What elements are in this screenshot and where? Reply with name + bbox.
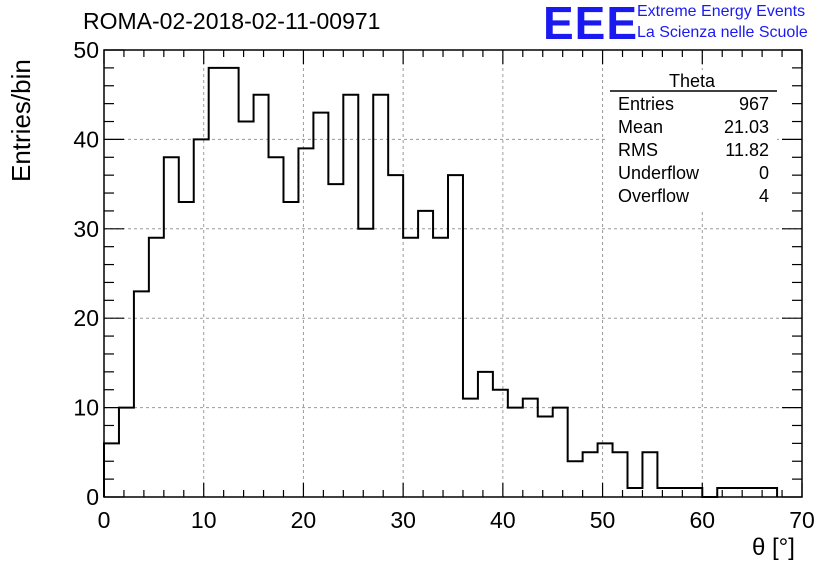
- y-tick-label: 30: [73, 216, 99, 242]
- x-tick-label: 60: [689, 507, 715, 533]
- x-tick-label: 70: [789, 507, 815, 533]
- histogram-bin: [448, 175, 463, 497]
- stats-row-entries: Entries 967: [618, 94, 769, 114]
- stats-label: Entries: [618, 94, 674, 114]
- stats-label: Underflow: [618, 163, 700, 183]
- histogram-bin: [164, 157, 179, 497]
- logo-text-line2: La Scienza nelle Scuole: [637, 24, 808, 41]
- x-tick-label: 0: [98, 507, 111, 533]
- histogram-bin: [732, 488, 747, 497]
- histogram-bin: [538, 417, 553, 497]
- x-tick-label: 30: [390, 507, 416, 533]
- histogram-bin: [134, 291, 149, 497]
- x-tick-label: 20: [291, 507, 317, 533]
- stats-row-overflow: Overflow 4: [618, 186, 769, 206]
- histogram-bin: [433, 238, 448, 497]
- histogram-bin: [179, 202, 194, 497]
- x-axis-label: θ [°]: [752, 534, 795, 561]
- histogram-bin: [104, 443, 119, 497]
- histogram-bin: [119, 408, 134, 497]
- histogram-bin: [343, 95, 358, 497]
- stats-value: 0: [759, 163, 769, 183]
- histogram-bin: [523, 399, 538, 497]
- histogram-bin: [508, 408, 523, 497]
- stats-value: 967: [739, 94, 769, 114]
- y-tick-label: 10: [73, 395, 99, 421]
- histogram-bin: [209, 68, 224, 497]
- histogram-bin: [283, 202, 298, 497]
- histogram-bin: [687, 488, 702, 497]
- histogram-bin: [628, 488, 643, 497]
- stats-box: Theta Entries 967 Mean 21.03 RMS 11.82 U…: [607, 70, 777, 210]
- histogram-bin: [239, 122, 254, 497]
- histogram-outline: [103, 66, 779, 498]
- histogram-bin: [298, 148, 313, 497]
- y-tick-label: 50: [73, 37, 99, 63]
- stats-value: 11.82: [725, 140, 769, 160]
- histogram-bin: [762, 488, 777, 497]
- histogram-bin: [493, 390, 508, 497]
- y-tick-label: 40: [73, 126, 99, 152]
- histogram-bin: [358, 229, 373, 497]
- histogram-bin: [598, 443, 613, 497]
- y-tick-label: 0: [86, 484, 99, 510]
- histogram-bin: [224, 68, 239, 497]
- x-tick-label: 10: [191, 507, 217, 533]
- histogram-bin: [313, 113, 328, 497]
- histogram-bin: [373, 95, 388, 497]
- stats-label: Overflow: [618, 186, 690, 206]
- histogram-bin: [717, 488, 732, 497]
- stats-value: 21.03: [724, 117, 769, 137]
- histogram-bin: [657, 488, 672, 497]
- stats-label: RMS: [618, 140, 658, 160]
- histogram-bin: [553, 408, 568, 497]
- stats-row-rms: RMS 11.82: [618, 140, 769, 160]
- stats-title: Theta: [669, 71, 716, 91]
- axis-ticks: [103, 49, 803, 498]
- stats-label: Mean: [618, 117, 663, 137]
- histogram-bin: [149, 238, 164, 497]
- histogram-bin: [583, 452, 598, 497]
- eee-logo: EEE: [543, 0, 639, 49]
- logo-text-line1: Extreme Energy Events: [637, 3, 806, 20]
- x-tick-label: 50: [590, 507, 616, 533]
- histogram-bin: [747, 488, 762, 497]
- histogram-bin: [463, 399, 478, 497]
- y-tick-label: 20: [73, 305, 99, 331]
- histogram-bin: [642, 452, 657, 497]
- x-tick-label: 40: [490, 507, 516, 533]
- plot-frame: [103, 49, 803, 498]
- histogram-bin: [478, 372, 493, 497]
- histogram-bin: [613, 452, 628, 497]
- stats-row-mean: Mean 21.03: [618, 117, 769, 137]
- histogram-bin: [672, 488, 687, 497]
- histogram-bin: [403, 238, 418, 497]
- histogram-bin: [254, 95, 269, 497]
- histogram-bin: [194, 139, 209, 497]
- histogram-bin: [328, 184, 343, 497]
- histogram-bin: [568, 461, 583, 497]
- plot-title: ROMA-02-2018-02-11-00971: [83, 8, 381, 34]
- histogram-bin: [388, 175, 403, 497]
- histogram-bin: [269, 157, 284, 497]
- stats-row-underflow: Underflow 0: [618, 163, 769, 183]
- histogram-bin: [418, 211, 433, 497]
- stats-value: 4: [759, 186, 769, 206]
